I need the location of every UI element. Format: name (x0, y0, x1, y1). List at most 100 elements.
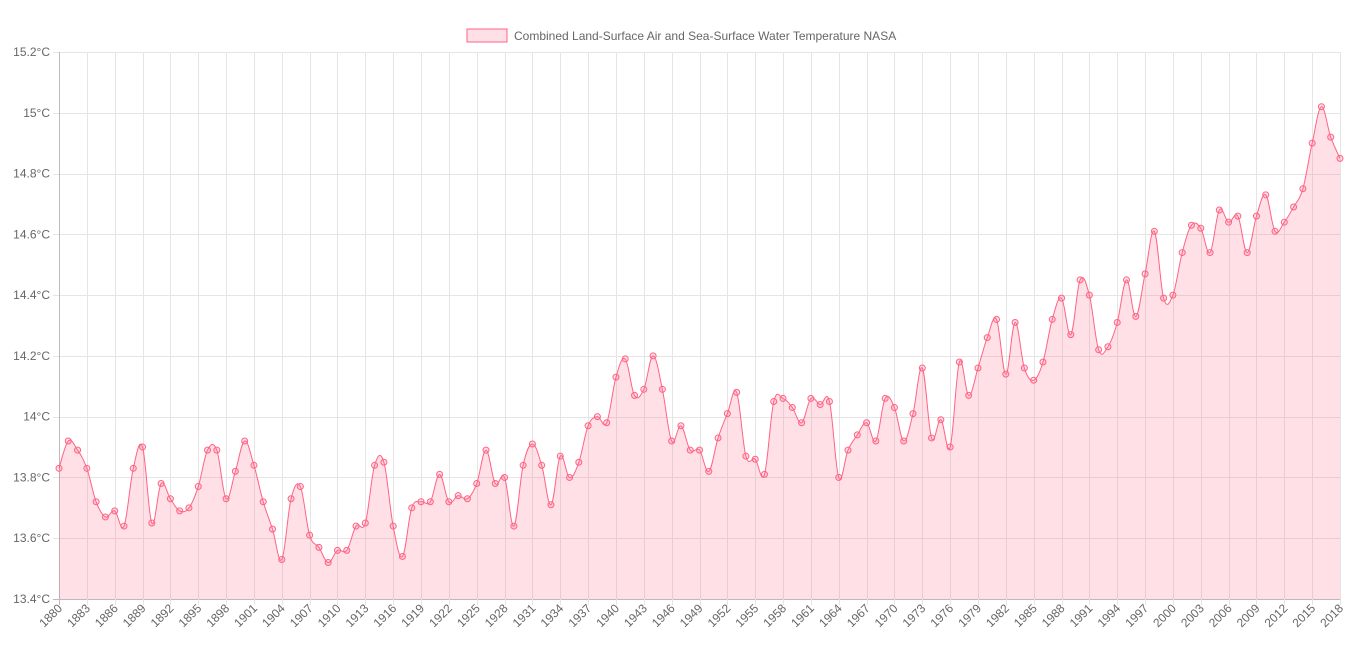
data-point[interactable] (853, 431, 861, 439)
data-point[interactable] (139, 443, 147, 451)
data-point[interactable] (955, 358, 963, 366)
data-point[interactable] (1104, 343, 1112, 351)
data-point[interactable] (259, 498, 267, 506)
data-point[interactable] (798, 419, 806, 427)
data-point[interactable] (993, 315, 1001, 323)
data-point[interactable] (176, 507, 184, 515)
data-point[interactable] (677, 422, 685, 430)
data-point[interactable] (658, 385, 666, 393)
data-point[interactable] (1327, 133, 1335, 141)
data-point[interactable] (101, 513, 109, 521)
data-point[interactable] (1271, 227, 1279, 235)
data-point[interactable] (64, 437, 72, 445)
data-point[interactable] (1113, 318, 1121, 326)
data-point[interactable] (909, 410, 917, 418)
data-point[interactable] (324, 559, 332, 567)
data-point[interactable] (333, 546, 341, 554)
data-point[interactable] (463, 495, 471, 503)
data-point[interactable] (612, 373, 620, 381)
data-point[interactable] (983, 334, 991, 342)
data-point[interactable] (194, 483, 202, 491)
data-point[interactable] (1262, 191, 1270, 199)
data-point[interactable] (55, 464, 63, 472)
data-point[interactable] (779, 394, 787, 402)
data-point[interactable] (1169, 291, 1177, 299)
data-point[interactable] (473, 480, 481, 488)
data-point[interactable] (714, 434, 722, 442)
data-point[interactable] (640, 385, 648, 393)
data-point[interactable] (74, 446, 82, 454)
data-point[interactable] (593, 413, 601, 421)
data-point[interactable] (1280, 218, 1288, 226)
data-point[interactable] (129, 464, 137, 472)
data-point[interactable] (1030, 376, 1038, 384)
data-point[interactable] (241, 437, 249, 445)
data-point[interactable] (1002, 370, 1010, 378)
data-point[interactable] (1067, 331, 1075, 339)
data-point[interactable] (389, 522, 397, 530)
data-point[interactable] (231, 467, 239, 475)
data-point[interactable] (863, 419, 871, 427)
data-point[interactable] (83, 464, 91, 472)
data-point[interactable] (1020, 364, 1028, 372)
data-point[interactable] (315, 543, 323, 551)
data-point[interactable] (528, 440, 536, 448)
data-point[interactable] (1160, 294, 1168, 302)
data-point[interactable] (770, 397, 778, 405)
data-point[interactable] (398, 552, 406, 560)
data-point[interactable] (686, 446, 694, 454)
data-point[interactable] (1085, 291, 1093, 299)
data-point[interactable] (111, 507, 119, 515)
data-point[interactable] (668, 437, 676, 445)
data-point[interactable] (1187, 221, 1195, 229)
data-point[interactable] (510, 522, 518, 530)
data-point[interactable] (1234, 212, 1242, 220)
data-point[interactable] (445, 498, 453, 506)
data-point[interactable] (352, 522, 360, 530)
data-point[interactable] (742, 452, 750, 460)
data-point[interactable] (705, 467, 713, 475)
data-point[interactable] (751, 455, 759, 463)
data-point[interactable] (426, 498, 434, 506)
data-point[interactable] (1123, 276, 1130, 284)
data-point[interactable] (946, 443, 954, 451)
data-point[interactable] (575, 458, 583, 466)
data-point[interactable] (1150, 227, 1158, 235)
data-point[interactable] (380, 458, 388, 466)
data-point[interactable] (278, 555, 286, 563)
data-point[interactable] (965, 391, 973, 399)
data-point[interactable] (918, 364, 926, 372)
data-point[interactable] (287, 495, 295, 503)
data-point[interactable] (1308, 139, 1316, 147)
data-point[interactable] (816, 401, 824, 409)
data-point[interactable] (1178, 249, 1186, 257)
data-point[interactable] (1225, 218, 1233, 226)
legend[interactable]: Combined Land-Surface Air and Sea-Surfac… (466, 28, 896, 43)
data-point[interactable] (148, 519, 156, 527)
data-point[interactable] (881, 394, 889, 402)
data-point[interactable] (120, 522, 128, 530)
data-point[interactable] (250, 461, 258, 469)
data-point[interactable] (807, 394, 815, 402)
data-point[interactable] (547, 501, 555, 509)
data-point[interactable] (269, 525, 276, 533)
data-point[interactable] (1252, 212, 1260, 220)
data-point[interactable] (417, 498, 425, 506)
data-point[interactable] (92, 498, 100, 506)
data-point[interactable] (621, 355, 629, 363)
data-point[interactable] (1095, 346, 1103, 354)
data-point[interactable] (890, 404, 898, 412)
data-point[interactable] (1197, 224, 1205, 232)
data-point[interactable] (296, 483, 304, 491)
data-point[interactable] (825, 397, 833, 405)
data-point[interactable] (937, 416, 945, 424)
data-point[interactable] (1058, 294, 1066, 302)
data-point[interactable] (556, 452, 564, 460)
data-point[interactable] (1039, 358, 1047, 366)
data-point[interactable] (566, 473, 574, 481)
data-point[interactable] (491, 480, 499, 488)
data-point[interactable] (974, 364, 982, 372)
data-point[interactable] (723, 410, 731, 418)
data-point[interactable] (733, 388, 741, 396)
data-point[interactable] (408, 504, 416, 512)
